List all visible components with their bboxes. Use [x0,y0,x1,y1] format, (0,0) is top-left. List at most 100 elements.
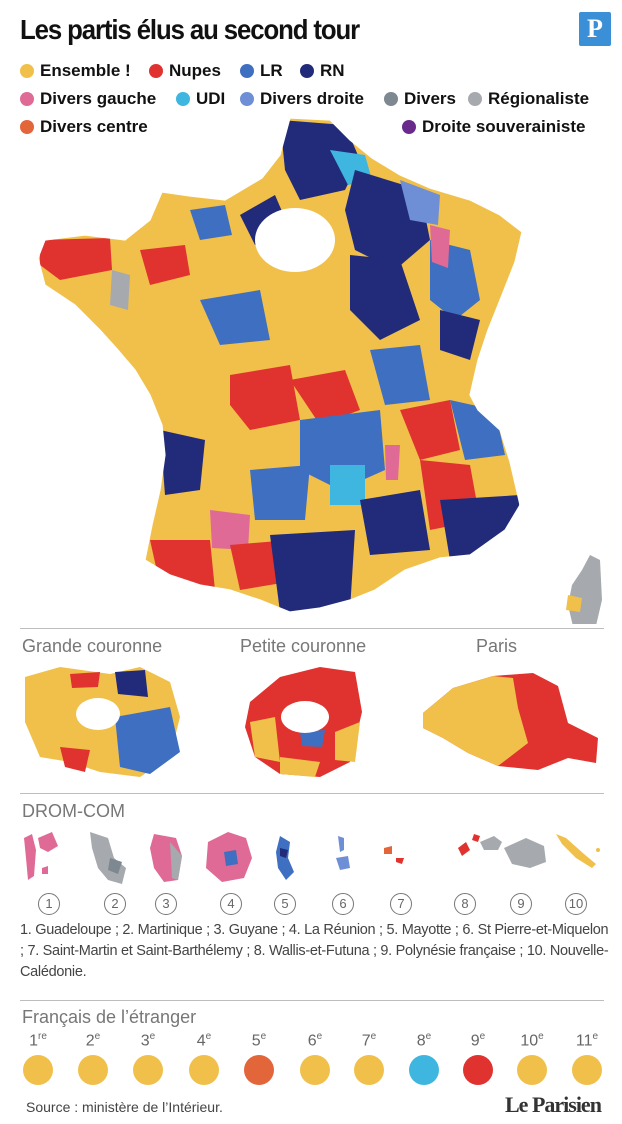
divider [20,793,604,794]
etranger-num: 5 [251,1032,261,1050]
reunion-map [206,832,252,882]
etranger-suffix: e [94,1031,101,1042]
saint-martin-map [384,846,404,864]
etranger-circonscription-dot [189,1055,219,1085]
region-rn-franche-comte [440,310,480,360]
petite-couronne-ensemble-south [280,757,320,777]
divider [20,628,604,629]
drom-number-9: 9 [510,893,532,915]
region-regionaliste-brittany [110,270,130,310]
legend-label: Nupes [169,61,221,80]
legend-label: Divers centre [40,117,148,136]
region-ens-vendee [160,330,205,380]
ile-de-france-hole [255,208,335,272]
etranger-label: 8e [407,1031,441,1050]
drom-number-8: 8 [454,893,476,915]
martinique-map [90,832,126,884]
france-regions [38,118,522,612]
legend-label: Divers gauche [40,89,157,108]
drom-number-3: 3 [155,893,177,915]
legend-label: Régionaliste [488,89,590,108]
legend-dot-icon [402,120,416,134]
legend-dot-icon [384,92,398,106]
etranger-circonscription-dot [409,1055,439,1085]
etranger-num: 9 [470,1032,480,1050]
region-dg-lorraine [430,225,450,268]
legend-udi: UDI [176,88,225,110]
polynesie-map [480,836,546,868]
le-parisien-brand: Le Parisien [505,1092,602,1117]
region-rn-north [280,120,360,200]
legend-label: LR [260,61,283,80]
etranger-label: 4e [187,1031,221,1050]
le-parisien-logo-icon: P [579,12,611,46]
etranger-suffix: re [38,1031,47,1042]
drom-caption: 1. Guadeloupe ; 2. Martinique ; 3. Guyan… [20,922,609,980]
legend-droite-souverainiste: Droite souverainiste [402,116,585,138]
grande-couronne-title: Grande couronne [22,636,163,656]
legend-divers-gauche: Divers gauche [20,88,156,110]
etranger-num: 7 [361,1032,371,1050]
francais-etranger-title: Français de l’étranger [22,1007,197,1027]
etranger-label: 1re [21,1031,55,1050]
drom-number-7: 7 [390,893,412,915]
legend-label: RN [320,61,345,80]
legend-dot-icon [300,64,314,78]
region-nupes-lyon [400,400,460,460]
grande-couronne-nupes-region-south [60,747,90,772]
petite-couronne-lr-region [300,730,325,747]
etranger-label: 11e [570,1031,604,1050]
etranger-num: 11 [575,1032,593,1050]
etranger-num: 6 [307,1032,317,1050]
legend-dot-icon [20,120,34,134]
legend-dot-icon [240,64,254,78]
petite-couronne-title: Petite couronne [240,636,367,656]
region-dvd-ardennes [400,180,440,225]
legend-lr: LR [240,60,283,82]
legend-divers-centre: Divers centre [20,116,148,138]
etranger-label: 2e [76,1031,110,1050]
etranger-num: 1 [29,1032,38,1050]
grande-couronne-nupes-region [70,672,100,688]
etranger-circonscription-dot [572,1055,602,1085]
etranger-suffix: e [260,1031,267,1042]
legend-label: Ensemble ! [40,61,131,80]
region-rn-provence [440,495,520,560]
etranger-num: 3 [140,1032,150,1050]
drom-com-maps [24,832,600,884]
region-lr-normandy [190,205,232,240]
legend-divers-droite: Divers droite [240,88,364,110]
drom-number-5: 5 [274,893,296,915]
etranger-num: 10 [520,1032,539,1050]
etranger-circonscription-dot [23,1055,53,1085]
paris-ensemble-region [423,676,528,766]
etranger-circonscription-dot [133,1055,163,1085]
region-nupes-center [290,370,360,425]
grande-couronne-lr-region [115,707,180,774]
etranger-num: 4 [196,1032,206,1050]
etranger-suffix: e [205,1031,212,1042]
etranger-suffix: e [538,1031,544,1042]
drom-number-10: 10 [565,893,587,915]
legend-label: Divers droite [260,89,364,108]
region-nupes-brittany [40,238,112,280]
legend-dot-icon [20,64,34,78]
drom-number-2: 2 [104,893,126,915]
region-lr-lot [250,465,310,520]
corsica-ensemble-region [566,595,582,612]
etranger-label: 9e [461,1031,495,1050]
etranger-suffix: e [592,1031,599,1042]
grande-couronne-rn-region [115,670,148,697]
legend-regionaliste: Régionaliste [468,88,589,110]
divider [20,1000,604,1001]
france-map [37,117,602,624]
drom-number-1: 1 [38,893,60,915]
legend-dot-icon [240,92,254,106]
etranger-suffix: e [316,1031,323,1042]
petite-couronne-ensemble-east [335,722,360,762]
etranger-label: 7e [352,1031,386,1050]
paris-map [423,673,598,770]
guyane-map [150,834,182,882]
mayotte-map [276,836,294,880]
france-outline [37,117,523,613]
